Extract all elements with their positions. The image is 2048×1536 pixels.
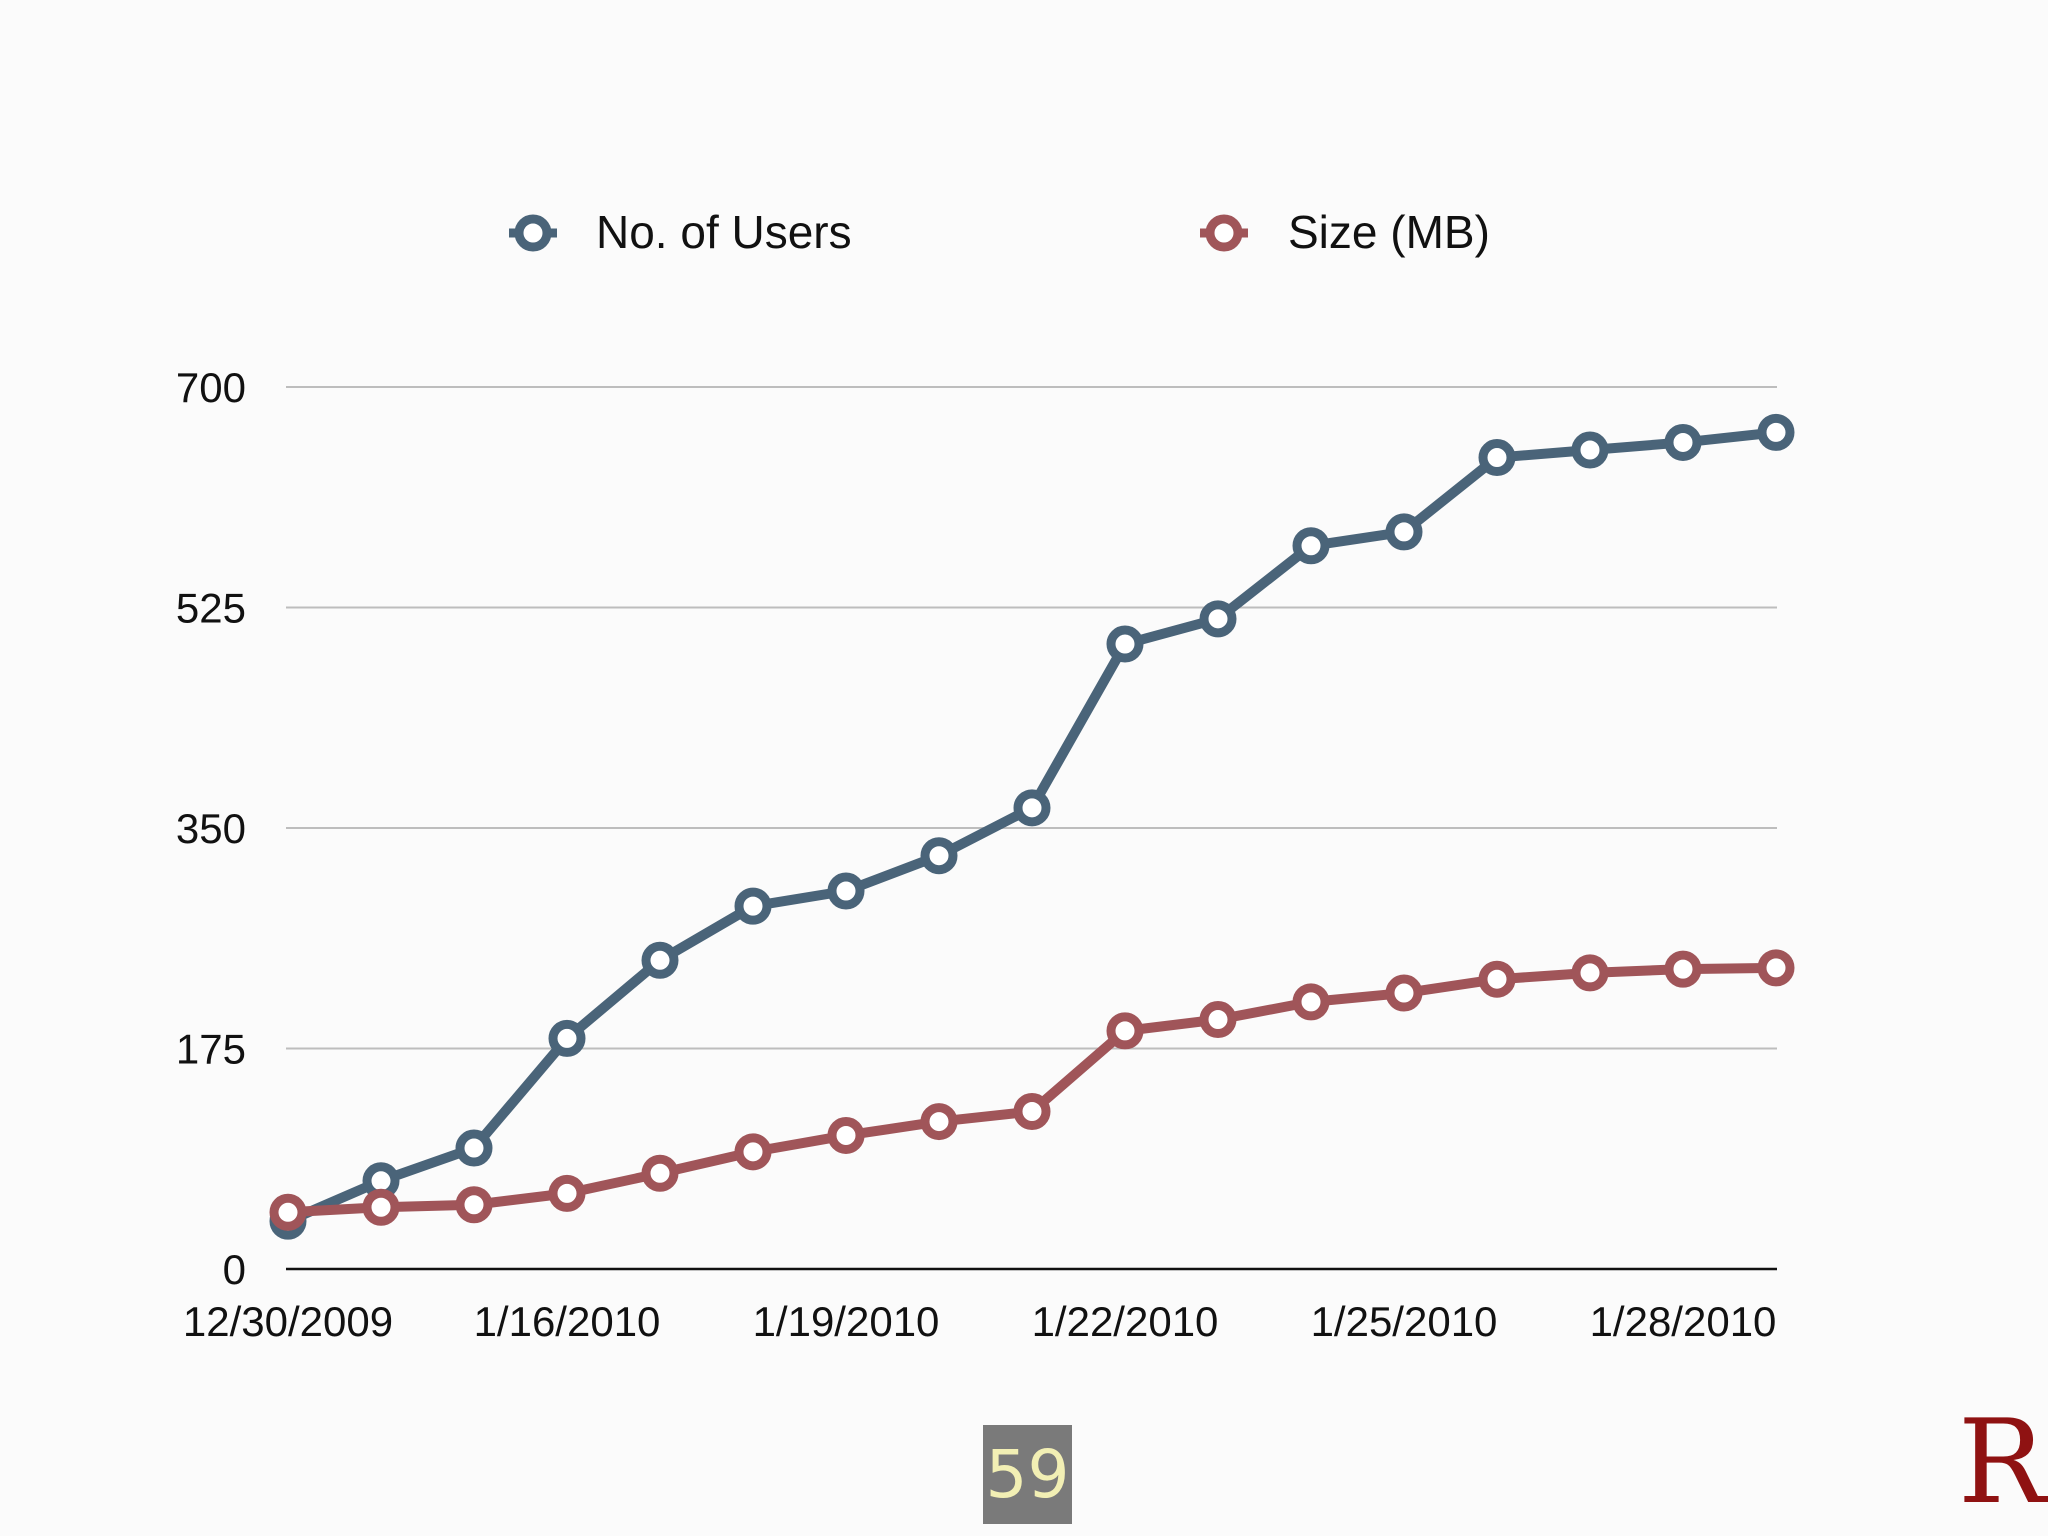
y-axis-ticks: 0 175 350 525 700 <box>176 364 246 1293</box>
data-point <box>827 872 865 910</box>
data-point <box>1385 974 1423 1012</box>
x-axis-ticks: 12/30/2009 1/16/2010 1/19/2010 1/22/2010 1/2… <box>183 1298 1777 1345</box>
data-point <box>1757 949 1795 987</box>
legend-marker <box>1205 214 1243 252</box>
data-point <box>1013 1093 1051 1130</box>
legend-item: Size (MB) <box>1200 206 1490 258</box>
data-point <box>1757 413 1795 451</box>
data-point <box>827 1116 865 1154</box>
data-point <box>1292 983 1330 1021</box>
x-tick-label: 1/28/2010 <box>1590 1298 1777 1345</box>
data-point <box>1664 950 1702 988</box>
data-point <box>734 1133 772 1171</box>
legend-item: No. of Users <box>509 206 852 258</box>
data-point <box>920 837 958 875</box>
data-point <box>1013 789 1051 827</box>
data-point <box>1292 527 1330 565</box>
x-tick-label: 12/30/2009 <box>183 1298 393 1345</box>
y-tick-label: 0 <box>223 1246 246 1293</box>
data-point <box>1106 625 1144 663</box>
x-tick-label: 1/25/2010 <box>1311 1298 1498 1345</box>
data-point <box>269 1193 307 1231</box>
x-tick-label: 1/16/2010 <box>474 1298 661 1345</box>
data-point <box>1571 954 1609 992</box>
data-point <box>362 1188 400 1226</box>
data-point <box>1106 1012 1144 1050</box>
gridlines <box>286 386 1777 1050</box>
data-point <box>1385 513 1423 551</box>
data-point <box>1478 439 1516 477</box>
data-point <box>548 1019 586 1057</box>
data-point <box>734 887 772 925</box>
legend-label: Size (MB) <box>1288 206 1490 258</box>
series-line <box>283 962 1781 1218</box>
data-point <box>548 1174 586 1212</box>
series-users <box>269 413 1795 1240</box>
data-point <box>641 941 679 979</box>
data-point <box>641 1154 679 1192</box>
data-point <box>1199 1001 1237 1039</box>
y-tick-label: 350 <box>176 805 246 852</box>
page-number-badge: 59 <box>983 1425 1072 1524</box>
data-point <box>920 1103 958 1141</box>
legend-marker <box>514 214 552 252</box>
x-tick-label: 1/22/2010 <box>1032 1298 1219 1345</box>
data-point <box>1199 600 1237 638</box>
legend: No. of Users Size (MB) <box>509 206 1490 258</box>
page-number: 59 <box>985 1436 1070 1513</box>
legend-label: No. of Users <box>596 206 852 258</box>
data-point <box>455 1129 493 1167</box>
data-point <box>1571 431 1609 469</box>
y-tick-label: 525 <box>176 585 246 632</box>
data-point <box>455 1186 493 1224</box>
data-point <box>1478 960 1516 998</box>
x-tick-label: 1/19/2010 <box>753 1298 940 1345</box>
series-size <box>269 949 1795 1231</box>
brand-logo: R <box>1958 1395 2046 1530</box>
data-point <box>1664 423 1702 461</box>
series-layer <box>269 413 1795 1240</box>
y-tick-label: 175 <box>176 1026 246 1073</box>
y-tick-label: 700 <box>176 364 246 411</box>
